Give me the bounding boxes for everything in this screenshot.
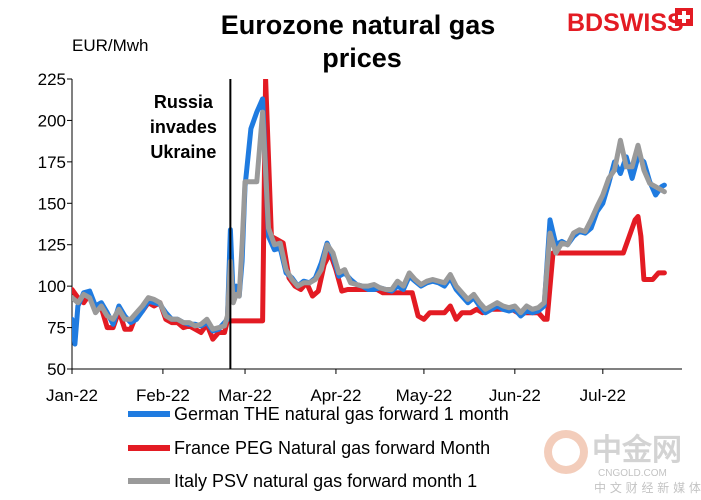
y-tick-label: 175 <box>38 153 66 172</box>
x-tick-label: Feb-22 <box>136 386 190 405</box>
legend-label-german: German THE natural gas forward 1 month <box>174 404 509 424</box>
brand-logo-text: BDSWISS <box>567 9 684 37</box>
brand-logo-cross-horizontal <box>678 15 690 19</box>
y-tick-label: 150 <box>38 194 66 213</box>
x-tick-label: Jun-22 <box>489 386 541 405</box>
watermark-tagline: 中 文 财 经 新 媒 体 <box>594 480 701 495</box>
series-layer <box>72 79 667 347</box>
x-axis: Jan-22 Feb-22 Mar-22 Apr-22 May-22 Jun-22 Jul-… <box>46 368 682 405</box>
x-tick-label: Mar-22 <box>218 386 272 405</box>
x-tick-label: Jan-22 <box>46 386 98 405</box>
legend: German THE natural gas forward 1 month F… <box>128 404 509 491</box>
chart-title-line-1: Eurozone natural gas <box>221 10 496 40</box>
watermark-cn-name: 中金网 <box>592 433 682 468</box>
x-tick-label: Jul-22 <box>580 386 626 405</box>
annotation-line-3: Ukraine <box>150 142 216 162</box>
y-tick-label: 200 <box>38 111 66 130</box>
x-tick-label: Apr-22 <box>310 386 361 405</box>
x-tick-label: May-22 <box>396 386 453 405</box>
annotation-line-2: invades <box>150 117 217 137</box>
chart-title-line-2: prices <box>322 43 402 73</box>
y-tick-label: 100 <box>38 277 66 296</box>
annotation-line-1: Russia <box>154 92 214 112</box>
y-axis-unit-label: EUR/Mwh <box>72 36 149 55</box>
y-axis: 50 75 100 125 150 175 200 225 <box>38 70 73 379</box>
legend-label-italy: Italy PSV natural gas forward month 1 <box>174 471 477 491</box>
y-tick-label: 125 <box>38 236 66 255</box>
y-tick-label: 50 <box>47 360 66 379</box>
brand-logo: BDSWISS <box>567 8 693 37</box>
y-tick-label: 75 <box>47 319 66 338</box>
series-line-italy <box>72 109 667 332</box>
watermark-domain: CNGOLD.COM <box>598 468 667 479</box>
plot-area: 50 75 100 125 150 175 200 225 Jan-22 Feb-22 Mar-2… <box>38 70 682 405</box>
legend-label-france: France PEG Natural gas forward Month <box>174 438 490 458</box>
y-tick-label: 225 <box>38 70 66 89</box>
watermark-logo: 中金网 CNGOLD.COM 中 文 财 经 新 媒 体 <box>544 430 701 495</box>
watermark-coin-inner <box>552 438 580 466</box>
